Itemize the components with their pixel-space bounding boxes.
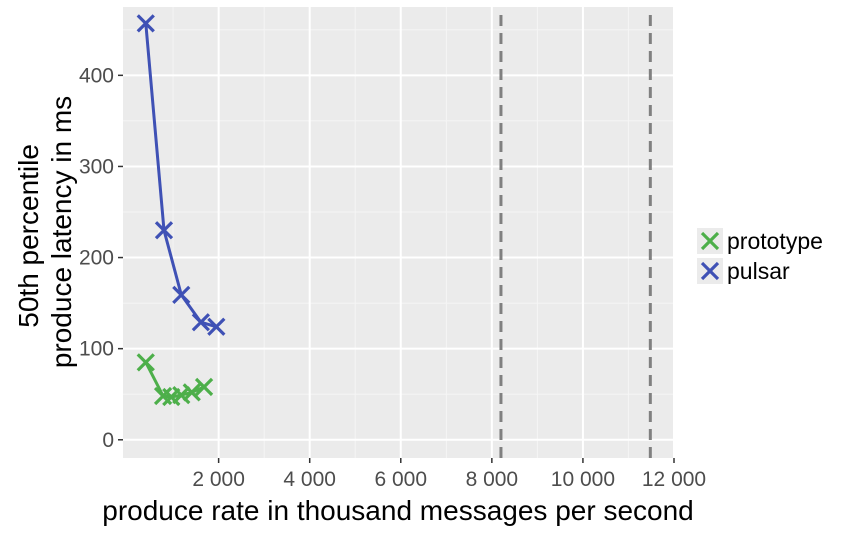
data-point-prototype — [172, 386, 191, 405]
y-tick-label: 100 — [79, 338, 114, 361]
data-point-pulsar — [191, 313, 210, 332]
legend: prototype pulsar — [697, 228, 823, 284]
series-layer — [136, 14, 226, 407]
data-point-prototype — [194, 377, 214, 397]
data-point-pulsar — [172, 285, 191, 305]
data-point-prototype — [182, 383, 201, 402]
x-tick-label: 2 000 — [192, 468, 245, 491]
x-tick-label: 6 000 — [374, 468, 427, 491]
legend-key-pulsar — [700, 261, 720, 281]
legend-label-prototype: prototype — [727, 228, 823, 254]
axis-ticks: 2 000 4 000 6 000 8 000 10 000 12 000 0 100 200 3… — [79, 64, 706, 491]
x-tick-label: 12 000 — [642, 468, 706, 491]
x-axis-title: produce rate in thousand messages per se… — [102, 495, 694, 526]
y-axis-title-line-1: 50th percentile — [13, 144, 44, 328]
legend-item-pulsar: pulsar — [697, 258, 790, 284]
y-axis-title: 50th percentile produce latency in ms — [13, 96, 77, 368]
x-tick-label: 10 000 — [551, 468, 615, 491]
y-tick-label: 300 — [79, 155, 114, 178]
x-tick-label: 8 000 — [466, 468, 519, 491]
y-axis-title-line-2: produce latency in ms — [46, 96, 77, 368]
data-point-pulsar — [136, 14, 155, 33]
y-tick-label: 0 — [102, 429, 114, 452]
legend-label-pulsar: pulsar — [727, 258, 790, 284]
x-tick-label: 4 000 — [283, 468, 336, 491]
reference-lines — [499, 15, 652, 458]
grid-major — [123, 7, 675, 458]
y-tick-label: 400 — [79, 64, 114, 87]
data-point-pulsar — [154, 221, 174, 240]
data-point-prototype — [136, 353, 155, 372]
legend-key-prototype — [700, 231, 720, 251]
data-point-pulsar — [207, 317, 226, 336]
legend-item-prototype: prototype — [697, 228, 823, 254]
y-tick-label: 200 — [79, 247, 114, 270]
